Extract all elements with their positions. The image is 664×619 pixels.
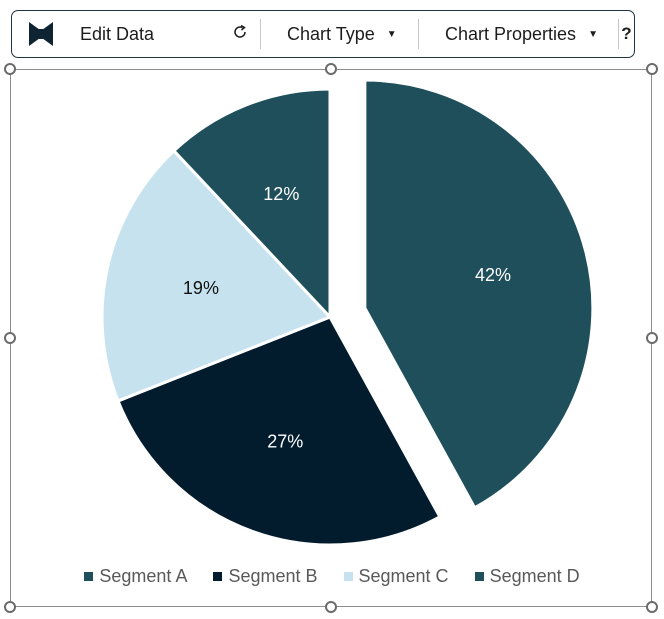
caret-down-icon: ▼ [588,28,598,40]
help-label: ? [621,24,632,43]
data-label-segment-c: 19% [183,278,219,298]
edit-data-button[interactable]: Edit Data [70,11,220,57]
legend-label: Segment D [489,566,580,586]
chart-properties-dropdown[interactable]: Chart Properties ▼ [419,11,618,57]
legend-label: Segment B [228,566,318,586]
resize-handle-right[interactable] [646,332,658,344]
chart-legend: Segment A Segment B Segment C Segment D [0,566,664,587]
data-label-segment-d: 12% [263,184,299,204]
legend-label: Segment A [99,566,188,586]
legend-item-segment-d[interactable]: Segment D [474,566,580,587]
toolbar-divider [618,19,619,49]
toolbar-divider [260,19,261,49]
legend-swatch [84,572,94,581]
pie-slice-segment-b[interactable] [116,315,442,547]
toolbar-divider [418,19,419,49]
legend-label: Segment C [358,566,449,586]
chart-toolbar: Edit Data Chart Type ▼ Chart Properties … [11,10,635,58]
chart-type-label: Chart Type [287,23,375,44]
resize-handle-left[interactable] [4,332,16,344]
legend-swatch [474,572,484,581]
resize-handle-bottom-right[interactable] [646,601,658,613]
pie-slice-segment-c[interactable] [100,148,333,403]
resize-handle-top-left[interactable] [4,63,16,75]
refresh-icon [232,24,248,45]
caret-down-icon: ▼ [386,28,397,40]
legend-swatch [213,572,223,581]
legend-item-segment-a[interactable]: Segment A [84,566,187,587]
data-label-segment-a: 42% [475,265,511,285]
pie-slice-segment-a[interactable] [363,78,595,510]
data-label-segment-b: 27% [267,431,303,451]
resize-handle-top[interactable] [325,63,337,75]
legend-item-segment-b[interactable]: Segment B [213,566,318,587]
chart-properties-label: Chart Properties [445,23,577,44]
resize-handle-bottom[interactable] [325,601,337,613]
chart-type-dropdown[interactable]: Chart Type ▼ [261,11,418,57]
refresh-button[interactable] [220,11,260,57]
resize-handle-top-right[interactable] [646,63,658,75]
legend-item-segment-c[interactable]: Segment C [343,566,449,587]
pie-slice-segment-d[interactable] [171,87,332,321]
edit-data-label: Edit Data [80,23,155,44]
bowtie-logo-icon [12,20,70,48]
legend-swatch [343,572,353,581]
help-button[interactable]: ? [619,11,634,57]
resize-handle-bottom-left[interactable] [4,601,16,613]
